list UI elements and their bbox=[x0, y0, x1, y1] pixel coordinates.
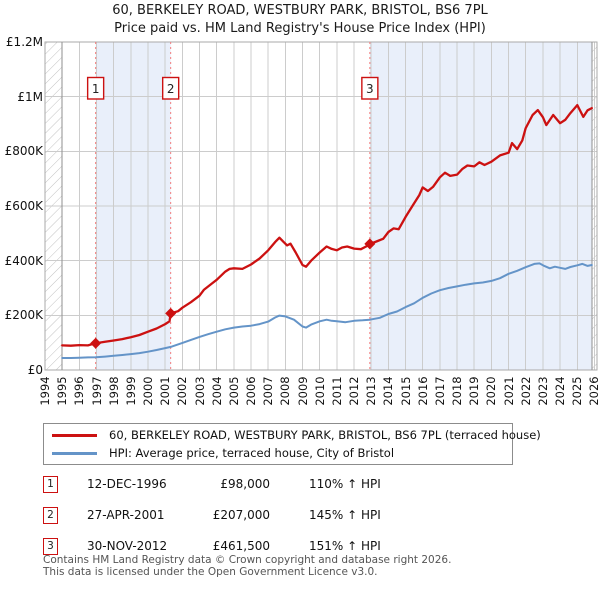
transaction-row: 1 12-DEC-1996 £98,000 110% ↑ HPI bbox=[43, 476, 563, 494]
x-axis-tick-label: 2008 bbox=[278, 376, 293, 406]
sale-marker-diamond bbox=[90, 337, 102, 349]
y-axis-tick-label: £400K bbox=[4, 253, 43, 268]
chart-title: 60, BERKELEY ROAD, WESTBURY PARK, BRISTO… bbox=[112, 3, 488, 18]
y-axis-tick-label: £0 bbox=[27, 363, 43, 377]
transaction-number-badge: 3 bbox=[43, 538, 58, 555]
x-axis-tick-label: 2013 bbox=[364, 376, 379, 406]
x-axis-tick-label: 2001 bbox=[158, 376, 173, 406]
sale-number-label: 1 bbox=[92, 82, 100, 96]
x-axis-tick-label: 1996 bbox=[72, 376, 87, 406]
x-axis-tick-label: 1995 bbox=[55, 376, 70, 406]
x-axis-tick-label: 2025 bbox=[570, 376, 585, 406]
x-axis-tick-label: 2005 bbox=[226, 376, 241, 406]
x-axis-tick-label: 1997 bbox=[89, 376, 104, 406]
y-axis-tick-label: £1M bbox=[17, 89, 43, 104]
x-axis-tick-label: 2004 bbox=[209, 376, 224, 406]
transaction-date: 30-NOV-2012 bbox=[87, 539, 168, 553]
x-axis-tick-label: 2020 bbox=[484, 376, 499, 406]
hpi-line bbox=[61, 262, 593, 359]
x-axis-tick-label: 2011 bbox=[329, 376, 344, 406]
transaction-row: 2 27-APR-2001 £207,000 145% ↑ HPI bbox=[43, 507, 563, 525]
transaction-price: £207,000 bbox=[212, 508, 270, 522]
x-axis-tick-label: 2017 bbox=[432, 376, 447, 406]
x-axis-tick-label: 2007 bbox=[261, 376, 276, 406]
legend-label-hpi: HPI: Average price, terraced house, City… bbox=[109, 446, 395, 460]
x-axis-tick-label: 2012 bbox=[347, 376, 362, 406]
x-axis-tick-label: 2022 bbox=[518, 376, 533, 406]
y-axis-tick-label: £600K bbox=[4, 199, 43, 213]
legend-item-hpi: HPI: Average price, terraced house, City… bbox=[44, 446, 512, 461]
y-axis-tick-label: £1.2M bbox=[5, 35, 43, 49]
chart-svg: 1 2 3 bbox=[44, 41, 598, 371]
x-axis-tick-label: 2014 bbox=[381, 376, 396, 406]
x-axis-tick-label: 2023 bbox=[535, 376, 550, 406]
chart-legend: 60, BERKELEY ROAD, WESTBURY PARK, BRISTO… bbox=[43, 423, 541, 465]
legend-item-property: 60, BERKELEY ROAD, WESTBURY PARK, BRISTO… bbox=[44, 428, 541, 443]
y-axis-tick-label: £800K bbox=[4, 144, 43, 159]
chart-subtitle: Price paid vs. HM Land Registry's House … bbox=[114, 21, 486, 36]
transaction-vs-hpi: 151% ↑ HPI bbox=[309, 539, 381, 553]
hpi-line-swatch bbox=[52, 451, 97, 455]
sale-number-label: 3 bbox=[366, 82, 374, 96]
x-axis-tick-label: 2015 bbox=[398, 376, 413, 406]
transaction-number-badge: 1 bbox=[43, 476, 58, 493]
sale-marker-diamond bbox=[165, 307, 177, 319]
x-axis-tick-label: 2009 bbox=[295, 376, 310, 406]
x-axis-tick-label: 2016 bbox=[415, 376, 430, 406]
x-axis-tick-label: 2024 bbox=[553, 376, 568, 406]
copyright-line-2: This data is licensed under the Open Gov… bbox=[43, 566, 378, 578]
sale-number-label: 2 bbox=[167, 82, 175, 96]
x-axis-tick-label: 1998 bbox=[106, 376, 121, 406]
x-axis-tick-label: 1999 bbox=[123, 376, 138, 406]
transaction-vs-hpi: 145% ↑ HPI bbox=[309, 508, 381, 522]
copyright-line-1: Contains HM Land Registry data © Crown c… bbox=[43, 554, 452, 566]
x-axis-tick-label: 1994 bbox=[38, 376, 52, 406]
x-axis-tick-label: 2003 bbox=[192, 376, 207, 406]
y-axis-tick-label: £200K bbox=[4, 308, 43, 323]
transaction-row: 3 30-NOV-2012 £461,500 151% ↑ HPI bbox=[43, 538, 563, 556]
sale-number-box bbox=[161, 76, 180, 100]
property-line-swatch bbox=[52, 433, 97, 437]
x-axis-tick-label: 2019 bbox=[467, 376, 482, 406]
x-axis-tick-label: 2021 bbox=[501, 376, 516, 406]
legend-label-property: 60, BERKELEY ROAD, WESTBURY PARK, BRISTO… bbox=[109, 428, 541, 442]
x-axis-tick-label: 2010 bbox=[312, 376, 327, 406]
x-axis-tick-label: 2002 bbox=[175, 376, 190, 406]
transaction-date: 27-APR-2001 bbox=[87, 508, 165, 522]
transaction-vs-hpi: 110% ↑ HPI bbox=[309, 477, 381, 491]
transaction-price: £461,500 bbox=[212, 539, 270, 553]
plot-border bbox=[44, 41, 598, 371]
transaction-price: £98,000 bbox=[220, 477, 270, 491]
x-axis-tick-label: 2006 bbox=[244, 376, 259, 406]
x-axis-tick-label: 2000 bbox=[141, 376, 156, 406]
x-axis-tick-label: 2018 bbox=[450, 376, 465, 406]
sale-marker-diamond bbox=[364, 238, 376, 250]
price-history-chart: 1 2 3 £0 £200K £400K £600K £800K £1M £1.2M 1994 199… bbox=[4, 35, 600, 406]
transaction-number-badge: 2 bbox=[43, 507, 58, 524]
sale-number-box bbox=[361, 76, 379, 100]
transaction-date: 12-DEC-1996 bbox=[87, 477, 167, 491]
x-axis-tick-label: 2026 bbox=[587, 376, 600, 406]
sale-number-box bbox=[86, 76, 105, 100]
